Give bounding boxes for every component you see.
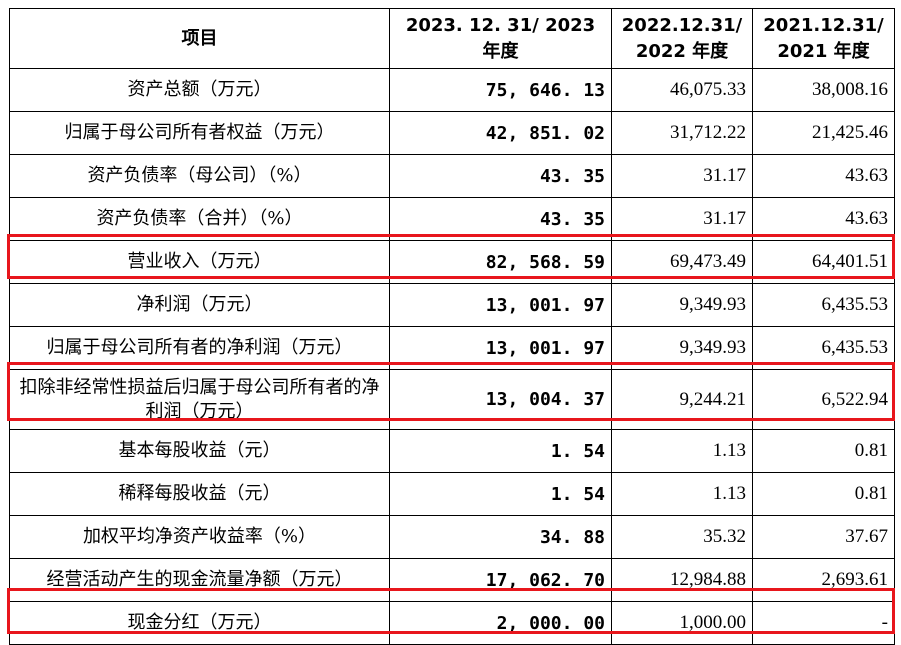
value-2022: 9,244.21 [611,369,753,430]
table-row-highlighted: 营业收入（万元） 82, 568. 59 69,473.49 64,401.51 [9,240,895,284]
value-2022: 31,712.22 [611,111,753,155]
value-2022: 12,984.88 [611,558,753,602]
value-2022: 1.13 [611,472,753,516]
value-2022: 31.17 [611,197,753,241]
value-2022: 35.32 [611,515,753,559]
row-label: 资产负债率（母公司）（%） [9,154,390,198]
header-item: 项目 [9,8,390,69]
value-2023: 42, 851. 02 [389,111,612,155]
value-2021: 0.81 [752,472,895,516]
row-label: 经营活动产生的现金流量净额（万元） [9,558,390,602]
value-2023: 82, 568. 59 [389,240,612,284]
table-row: 资产总额（万元） 75, 646. 13 46,075.33 38,008.16 [9,68,895,112]
value-2023: 1. 54 [389,472,612,516]
header-2022: 2022.12.31/ 2022 年度 [611,8,753,69]
value-2022: 9,349.93 [611,326,753,370]
value-2021: 43.63 [752,197,895,241]
value-2021: - [752,601,895,645]
row-label: 基本每股收益（元） [9,429,390,473]
table-row: 稀释每股收益（元） 1. 54 1.13 0.81 [9,472,895,516]
table-row: 加权平均净资产收益率（%） 34. 88 35.32 37.67 [9,515,895,559]
header-2023: 2023. 12. 31/ 2023 年度 [389,8,612,69]
value-2022: 46,075.33 [611,68,753,112]
table-row: 归属于母公司所有者的净利润（万元） 13, 001. 97 9,349.93 6… [9,326,895,370]
value-2022: 69,473.49 [611,240,753,284]
table-row: 资产负债率（母公司）（%） 43. 35 31.17 43.63 [9,154,895,198]
value-2022: 1,000.00 [611,601,753,645]
table-row: 基本每股收益（元） 1. 54 1.13 0.81 [9,429,895,473]
value-2021: 64,401.51 [752,240,895,284]
value-2021: 43.63 [752,154,895,198]
row-label: 资产总额（万元） [9,68,390,112]
value-2021: 37.67 [752,515,895,559]
row-label: 归属于母公司所有者权益（万元） [9,111,390,155]
value-2023: 43. 35 [389,154,612,198]
row-label: 稀释每股收益（元） [9,472,390,516]
table-row: 净利润（万元） 13, 001. 97 9,349.93 6,435.53 [9,283,895,327]
row-label: 资产负债率（合并）（%） [9,197,390,241]
value-2023: 17, 062. 70 [389,558,612,602]
value-2023: 2, 000. 00 [389,601,612,645]
value-2021: 6,435.53 [752,283,895,327]
value-2021: 2,693.61 [752,558,895,602]
value-2021: 6,435.53 [752,326,895,370]
value-2022: 1.13 [611,429,753,473]
table-row: 归属于母公司所有者权益（万元） 42, 851. 02 31,712.22 21… [9,111,895,155]
row-label: 净利润（万元） [9,283,390,327]
value-2022: 31.17 [611,154,753,198]
table-row: 经营活动产生的现金流量净额（万元） 17, 062. 70 12,984.88 … [9,558,895,602]
row-label: 营业收入（万元） [9,240,390,284]
row-label: 扣除非经常性损益后归属于母公司所有者的净利润（万元） [9,369,390,430]
header-2021: 2021.12.31/ 2021 年度 [752,8,895,69]
table-row-highlighted: 现金分红（万元） 2, 000. 00 1,000.00 - [9,601,895,645]
value-2021: 0.81 [752,429,895,473]
value-2023: 13, 004. 37 [389,369,612,430]
value-2023: 75, 646. 13 [389,68,612,112]
value-2023: 34. 88 [389,515,612,559]
value-2023: 13, 001. 97 [389,326,612,370]
value-2023: 1. 54 [389,429,612,473]
row-label: 加权平均净资产收益率（%） [9,515,390,559]
value-2023: 43. 35 [389,197,612,241]
row-label: 归属于母公司所有者的净利润（万元） [9,326,390,370]
table-header-row: 项目 2023. 12. 31/ 2023 年度 2022.12.31/ 202… [9,8,895,69]
value-2021: 6,522.94 [752,369,895,430]
value-2021: 21,425.46 [752,111,895,155]
financial-summary-table: 项目 2023. 12. 31/ 2023 年度 2022.12.31/ 202… [9,8,895,645]
table-row: 资产负债率（合并）（%） 43. 35 31.17 43.63 [9,197,895,241]
value-2023: 13, 001. 97 [389,283,612,327]
value-2021: 38,008.16 [752,68,895,112]
table-row-highlighted: 扣除非经常性损益后归属于母公司所有者的净利润（万元） 13, 004. 37 9… [9,369,895,430]
value-2022: 9,349.93 [611,283,753,327]
row-label: 现金分红（万元） [9,601,390,645]
